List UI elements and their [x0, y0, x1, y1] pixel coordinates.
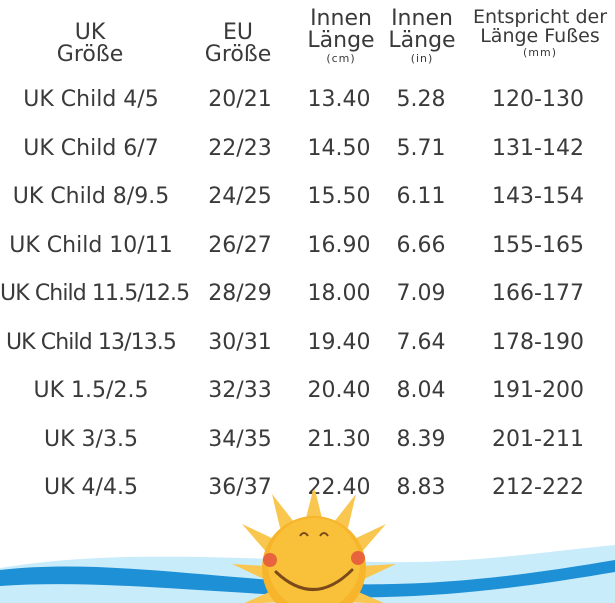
- sun-wave-illustration: [0, 490, 615, 603]
- cell-mm: 120-130: [492, 87, 584, 112]
- cell-in: 5.71: [396, 135, 446, 161]
- header-eu-line1: EU: [222, 20, 253, 45]
- header-inner-length-in: Innen Länge (in): [385, 6, 459, 65]
- cell-cm: 21.30: [307, 426, 371, 452]
- header-cm-unit: (cm): [326, 52, 356, 65]
- header-in-line1: Innen: [391, 6, 453, 31]
- cell-cm: 19.40: [307, 329, 371, 355]
- cell-mm: 166-177: [492, 281, 584, 306]
- header-in-unit: (in): [410, 52, 434, 65]
- header-cm-line1: Innen: [310, 6, 372, 31]
- cell-eu: 30/31: [208, 329, 272, 355]
- cell-mm: 131-142: [492, 135, 584, 161]
- cell-size: UK Child 6/7: [23, 135, 159, 161]
- cell-cm: 20.40: [307, 378, 371, 403]
- header-inner-length-cm: Innen Länge (cm): [302, 6, 380, 65]
- cell-size: UK 1.5/2.5: [33, 378, 149, 403]
- wave-dark: [0, 560, 615, 598]
- cell-in: 8.39: [396, 426, 446, 452]
- cell-mm: 178-190: [492, 329, 584, 355]
- cell-in: 6.11: [396, 184, 446, 209]
- cell-size: UK Child 13/13.5: [5, 329, 177, 355]
- cell-cm: 14.50: [307, 135, 371, 161]
- cell-eu: 34/35: [208, 426, 272, 452]
- cell-size: UK 3/3.5: [44, 426, 138, 452]
- cell-size: UK 4/4.5: [44, 475, 138, 500]
- cell-cm: 13.40: [307, 87, 371, 112]
- cell-eu: 26/27: [208, 232, 272, 258]
- cell-size: UK Child 11.5/12.5: [0, 281, 190, 306]
- cell-cm: 16.90: [307, 232, 371, 258]
- cell-mm: 155-165: [492, 232, 584, 258]
- header-uk-size: UK Größe: [20, 22, 160, 66]
- cell-cm: 18.00: [307, 281, 371, 306]
- header-mm-unit: (mm): [522, 46, 557, 59]
- cell-size: UK Child 10/11: [9, 232, 173, 258]
- cell-mm: 191-200: [492, 378, 584, 403]
- header-eu-line2: Größe: [204, 42, 272, 67]
- cell-eu: 32/33: [208, 378, 272, 403]
- cell-size: UK Child 4/5: [23, 87, 159, 112]
- header-uk-line1: UK: [74, 20, 106, 45]
- sun-icon: [232, 490, 396, 603]
- cell-in: 7.64: [396, 329, 446, 355]
- cell-eu: 22/23: [208, 135, 272, 161]
- header-foot-length-mm: Entspricht der Länge Fußes (mm): [465, 6, 615, 59]
- cell-eu: 28/29: [208, 281, 272, 306]
- cell-eu: 36/37: [208, 475, 272, 500]
- cell-in: 7.09: [396, 281, 446, 306]
- cell-cm: 15.50: [307, 184, 371, 209]
- cell-mm: 201-211: [492, 426, 584, 452]
- cell-mm: 212-222: [492, 475, 584, 500]
- cell-eu: 24/25: [208, 184, 272, 209]
- header-cm-line2: Länge: [307, 28, 375, 53]
- header-uk-line2: Größe: [56, 42, 124, 67]
- cell-eu: 20/21: [208, 87, 272, 112]
- header-mm-line2: Länge Fußes: [480, 25, 600, 47]
- header-in-line2: Länge: [388, 28, 456, 53]
- header-mm-line1: Entspricht der: [472, 6, 608, 28]
- cell-in: 8.04: [396, 378, 446, 403]
- cell-in: 8.83: [396, 475, 446, 500]
- cell-size: UK Child 8/9.5: [12, 184, 170, 209]
- cell-cm: 22.40: [307, 475, 371, 500]
- cell-in: 5.28: [396, 87, 446, 112]
- header-eu-size: EU Größe: [196, 22, 280, 66]
- cell-mm: 143-154: [492, 184, 584, 209]
- cell-in: 6.66: [396, 232, 446, 258]
